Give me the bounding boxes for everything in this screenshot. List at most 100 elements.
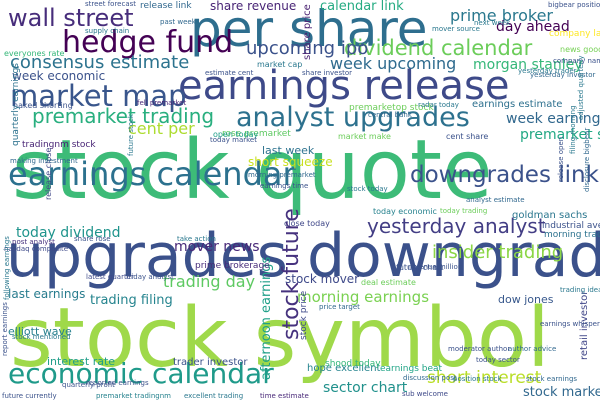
cloud-word: release open [557, 136, 565, 182]
cloud-word: central bank [368, 111, 412, 119]
cloud-word: excellent trading [184, 392, 244, 400]
cloud-word: premarketop stock [349, 103, 434, 113]
cloud-word: day ahead [496, 19, 570, 35]
cloud-word: future currently [2, 392, 57, 400]
cloud-word: past week [160, 18, 196, 26]
cloud-word: earnings whisper [540, 320, 600, 328]
cloud-word: release close [44, 147, 53, 200]
cloud-word: short interest [427, 368, 542, 388]
cloud-word: calendar link [320, 0, 404, 14]
cloud-word: stock earnings [526, 375, 578, 383]
cloud-word: naked shorting [13, 101, 73, 110]
cloud-word: adjusted quarterly [577, 55, 585, 120]
cloud-word: moderator author [448, 345, 511, 353]
cloud-word: trading filing [90, 293, 173, 308]
cloud-word: market cap [257, 60, 303, 69]
cloud-word: price target [319, 303, 360, 311]
cloud-word: per share [190, 0, 428, 58]
cloud-word: supply chain [85, 27, 130, 35]
cloud-word: trader investor [173, 357, 248, 368]
cloud-word: open today [213, 130, 259, 139]
cloud-word: today trading [440, 207, 488, 215]
cloud-word: consensus estimate [10, 52, 190, 73]
cloud-word: stock mover [285, 272, 360, 286]
cloud-word: discussion post [403, 374, 457, 382]
cloud-word: mover news [174, 239, 260, 255]
cloud-word: post analyst [12, 238, 55, 246]
cloud-word: hedge fund [62, 25, 234, 60]
cloud-word: last earnings [8, 287, 86, 301]
cloud-word: share revenue [210, 0, 297, 13]
cloud-word: mover source [432, 25, 480, 33]
cloud-word: following earnings [3, 236, 11, 300]
cloud-word: sector chart [323, 380, 408, 396]
cloud-word: news good [560, 45, 600, 54]
cloud-word: premarket tradingnm [96, 392, 171, 400]
cloud-word: earnings release [178, 63, 510, 109]
cloud-word: prime brokerage [195, 261, 270, 271]
cloud-word: premarket trading [32, 104, 215, 128]
cloud-word: making investment [10, 157, 78, 165]
cloud-word: quarterly profit [62, 381, 115, 389]
cloud-word: week earnings [506, 111, 600, 127]
cloud-word: morning trader [544, 230, 600, 240]
cloud-word: yesterday analyst [367, 214, 546, 238]
cloud-word: share rose [74, 235, 111, 243]
cloud-word: morning premarket [248, 171, 316, 179]
cloud-word: company name [553, 57, 600, 65]
cloud-word: stock market [523, 385, 600, 400]
cloud-word: quarterly earnings [11, 63, 21, 146]
cloud-word: latest quarter [86, 273, 134, 281]
cloud-word: economic calendar [8, 357, 274, 390]
cloud-word: afternoon earnings [259, 256, 274, 380]
cloud-word: report earnings [1, 302, 9, 356]
cloud-word: earnings beat [380, 364, 443, 374]
cloud-word: share investor [302, 69, 353, 77]
cloud-word: dividend calendar [344, 36, 533, 60]
cloud-word: week upcoming [330, 54, 457, 73]
cloud-word: rose premarket [222, 129, 291, 139]
cloud-word: tradingnm stock [22, 140, 96, 150]
cloud-word: cent share [446, 132, 489, 141]
cloud-word: short squeeze [248, 155, 333, 169]
cloud-word: premarket stock [520, 127, 600, 143]
cloud-word: radar today [418, 101, 459, 109]
cloud-word: deal estimate [361, 278, 416, 287]
cloud-word: time estimate [260, 392, 309, 400]
cloud-word: trading day [163, 272, 256, 291]
cloud-word: downgrades link [410, 162, 599, 188]
cloud-word: yesterday trader [518, 67, 577, 75]
cloud-word: sub welcome [402, 390, 448, 398]
cloud-word: reported earnings [86, 379, 149, 387]
cloud-word: share price [302, 4, 313, 60]
cloud-word: stock symbol [10, 291, 550, 386]
cloud-word: take action [177, 235, 216, 243]
cloud-word: last week [262, 144, 315, 157]
cloud-word: close today [284, 219, 330, 228]
cloud-word: earnings time [260, 182, 309, 190]
cloud-word: stock today [347, 185, 388, 193]
cloud-word: street forecast [85, 0, 137, 8]
cloud-word: filing morning [569, 105, 577, 154]
cloud-word: bigbear position [548, 1, 600, 9]
cloud-word: today sector [476, 356, 520, 364]
cloud-word: next week [474, 19, 511, 27]
cloud-word: everyones rate [4, 49, 65, 58]
cloud-word: release link [140, 1, 192, 11]
cloud-word: morgan stanley [473, 57, 583, 73]
cloud-word: dow jones [498, 293, 554, 306]
cloud-word: analyst upgrades [236, 102, 470, 133]
cloud-word: stock price [299, 290, 309, 340]
cloud-word: today market [210, 136, 257, 144]
cloud-word: market make [338, 132, 391, 141]
cloud-word: earnings calendar [8, 155, 296, 193]
cloud-word: stock mentioned [12, 333, 71, 341]
cloud-word: earnings estimate [472, 99, 563, 110]
cloud-word: future chart [396, 263, 444, 272]
cloud-word: prime broker [450, 6, 553, 25]
cloud-word: insider trading [432, 242, 564, 263]
cloud-word: market map [10, 79, 187, 113]
cloud-word: friday analyst [126, 273, 174, 281]
cloud-word: upgrades downgrades [6, 221, 600, 291]
